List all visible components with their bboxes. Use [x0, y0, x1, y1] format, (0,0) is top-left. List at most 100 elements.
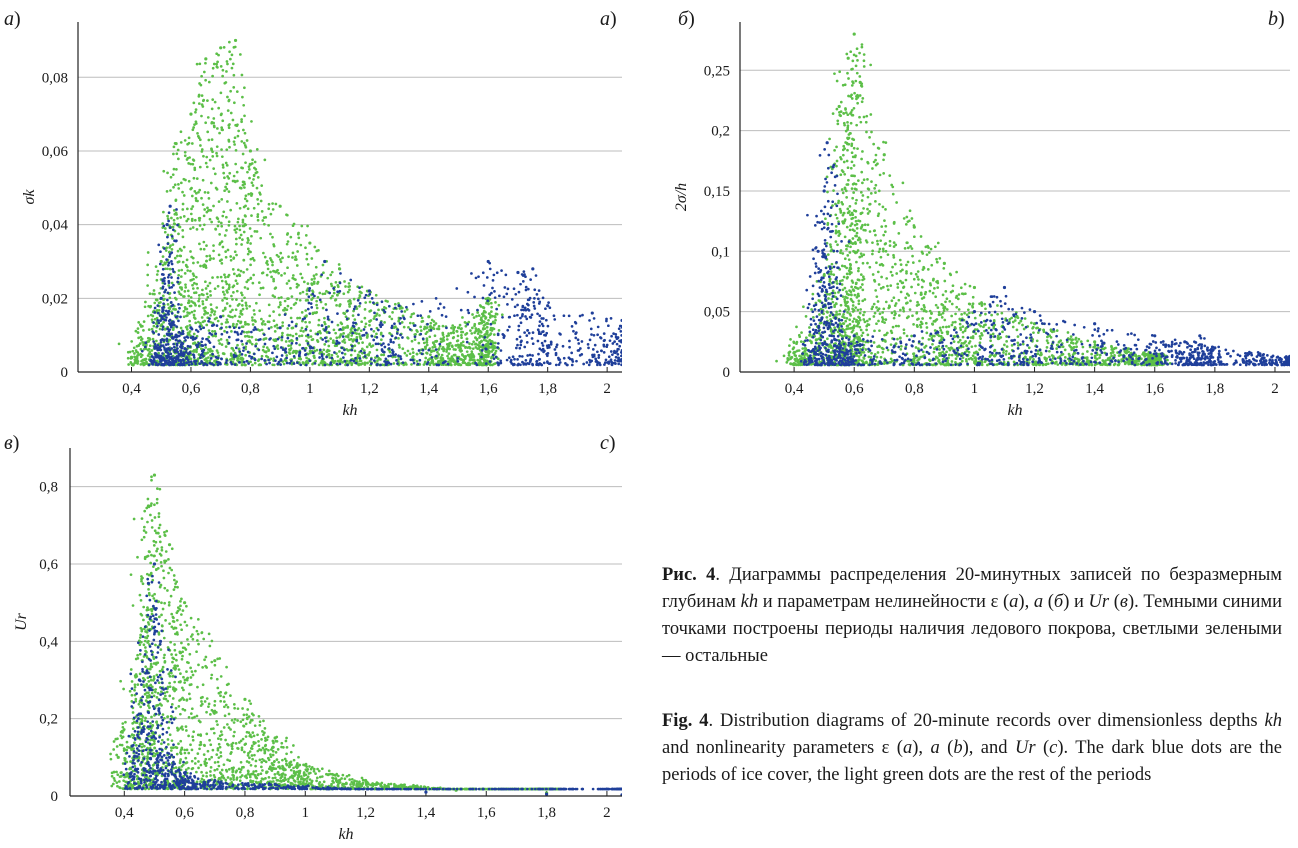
data-point: [269, 270, 272, 274]
data-point: [494, 349, 498, 353]
data-point: [852, 191, 855, 194]
data-point: [625, 355, 628, 358]
data-point: [890, 299, 894, 303]
data-point: [625, 357, 628, 360]
data-point: [625, 351, 628, 354]
data-point: [858, 94, 862, 97]
data-point: [850, 93, 853, 97]
data-point: [353, 338, 356, 342]
data-point: [846, 71, 849, 75]
data-point: [299, 243, 303, 247]
data-point: [876, 242, 880, 246]
data-point: [216, 275, 219, 279]
data-point: [472, 355, 475, 359]
data-point: [619, 358, 622, 361]
data-point: [251, 363, 254, 367]
data-point: [292, 350, 296, 354]
data-point: [304, 346, 308, 350]
data-point: [513, 363, 516, 366]
data-point: [240, 118, 243, 121]
data-point: [234, 149, 238, 152]
data-point: [375, 332, 378, 336]
data-point: [310, 306, 314, 309]
data-point: [168, 318, 172, 322]
data-point: [189, 360, 193, 364]
data-point: [221, 119, 225, 123]
panel-label-right-b: b): [1268, 8, 1285, 30]
data-point: [861, 150, 864, 153]
data-point: [146, 251, 150, 254]
data-point: [545, 331, 549, 335]
data-point: [254, 168, 258, 171]
data-point: [157, 362, 161, 366]
data-point: [239, 332, 243, 336]
data-point: [381, 334, 385, 338]
y-tick-label: 0,15: [704, 184, 730, 200]
data-point: [193, 190, 197, 193]
data-point: [850, 84, 854, 87]
data-point: [624, 345, 627, 348]
data-point: [225, 289, 229, 293]
data-point: [239, 233, 243, 237]
data-point: [257, 363, 261, 367]
data-point: [828, 292, 831, 296]
data-point: [289, 359, 293, 363]
data-point: [394, 336, 398, 340]
data-point: [878, 173, 882, 177]
data-point: [172, 167, 176, 171]
data-point: [811, 292, 815, 296]
data-point: [190, 300, 193, 303]
data-point: [379, 363, 382, 367]
data-point: [466, 322, 470, 326]
data-point: [204, 78, 207, 82]
data-point: [254, 171, 258, 175]
data-point: [193, 309, 196, 313]
data-point: [553, 348, 557, 351]
data-point: [318, 356, 321, 359]
data-point: [203, 362, 206, 366]
data-point: [176, 363, 180, 367]
data-point: [829, 270, 833, 273]
data-point: [338, 334, 342, 338]
data-point: [175, 168, 178, 171]
data-point: [308, 286, 312, 290]
y-tick-label: 0,06: [42, 144, 69, 160]
data-point: [277, 296, 281, 300]
data-point: [358, 304, 361, 308]
data-point: [392, 362, 396, 365]
data-point: [298, 343, 302, 347]
data-point: [260, 184, 264, 187]
data-point: [874, 199, 877, 203]
data-point: [851, 307, 854, 311]
data-point: [262, 251, 265, 255]
data-point: [350, 344, 354, 348]
data-point: [287, 279, 291, 283]
data-point: [501, 332, 505, 336]
data-point: [846, 120, 849, 124]
data-point: [856, 101, 859, 105]
data-point: [155, 339, 158, 343]
data-point: [200, 316, 204, 319]
data-point: [225, 325, 228, 329]
data-point: [792, 351, 796, 354]
x-tick-label: 1,2: [360, 381, 379, 397]
data-point: [482, 320, 485, 323]
data-point: [371, 344, 375, 347]
data-point: [251, 318, 254, 322]
data-point: [546, 304, 550, 308]
data-point: [832, 273, 836, 277]
data-point: [906, 301, 909, 305]
data-point: [279, 346, 283, 349]
data-point: [461, 340, 465, 344]
data-point: [250, 357, 253, 360]
data-point: [419, 332, 423, 336]
data-point: [243, 320, 247, 324]
data-point: [229, 208, 233, 212]
data-point: [421, 348, 425, 352]
data-point: [490, 340, 494, 343]
data-point: [152, 340, 156, 343]
data-point: [177, 319, 180, 323]
data-point: [537, 297, 540, 301]
data-point: [365, 336, 369, 339]
data-point: [846, 207, 850, 211]
